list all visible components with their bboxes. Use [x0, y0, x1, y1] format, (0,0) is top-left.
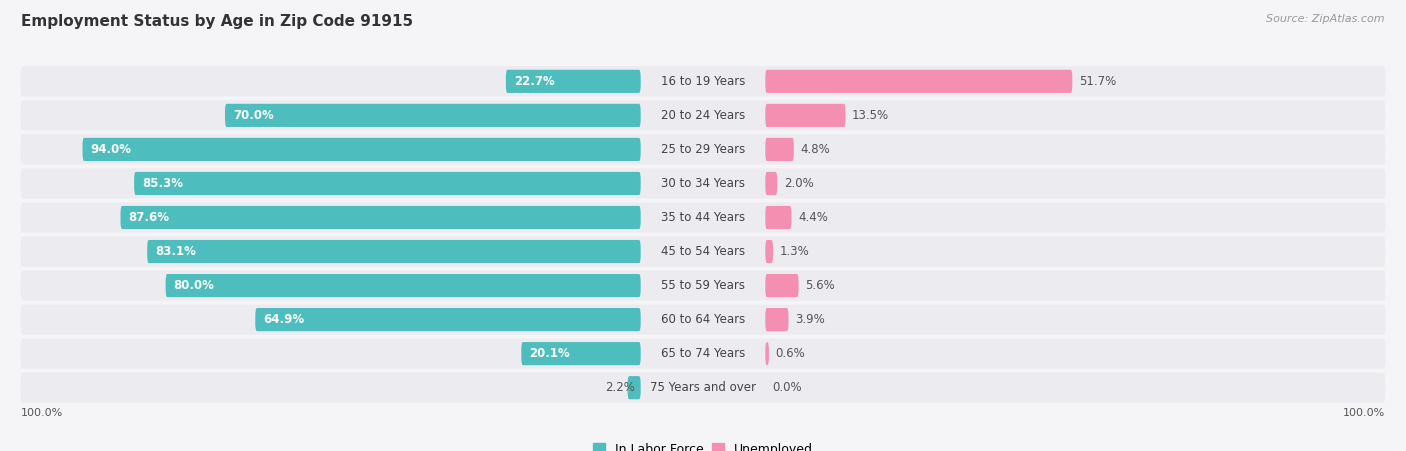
Text: 4.8%: 4.8% — [800, 143, 830, 156]
Text: 87.6%: 87.6% — [128, 211, 169, 224]
FancyBboxPatch shape — [765, 138, 794, 161]
FancyBboxPatch shape — [225, 104, 641, 127]
Text: 75 Years and over: 75 Years and over — [650, 381, 756, 394]
Text: 94.0%: 94.0% — [90, 143, 131, 156]
Text: 55 to 59 Years: 55 to 59 Years — [661, 279, 745, 292]
Text: 0.6%: 0.6% — [776, 347, 806, 360]
Text: 16 to 19 Years: 16 to 19 Years — [661, 75, 745, 88]
Text: 80.0%: 80.0% — [173, 279, 214, 292]
Text: 25 to 29 Years: 25 to 29 Years — [661, 143, 745, 156]
FancyBboxPatch shape — [21, 304, 1385, 335]
Text: 3.9%: 3.9% — [794, 313, 825, 326]
FancyBboxPatch shape — [21, 134, 1385, 165]
FancyBboxPatch shape — [765, 70, 1073, 93]
FancyBboxPatch shape — [256, 308, 641, 331]
FancyBboxPatch shape — [21, 101, 1385, 130]
FancyBboxPatch shape — [765, 342, 769, 365]
FancyBboxPatch shape — [21, 373, 1385, 403]
Text: 100.0%: 100.0% — [21, 408, 63, 418]
Text: 64.9%: 64.9% — [263, 313, 304, 326]
FancyBboxPatch shape — [134, 172, 641, 195]
FancyBboxPatch shape — [83, 138, 641, 161]
FancyBboxPatch shape — [765, 274, 799, 297]
FancyBboxPatch shape — [21, 237, 1385, 267]
Text: 65 to 74 Years: 65 to 74 Years — [661, 347, 745, 360]
FancyBboxPatch shape — [765, 104, 845, 127]
Text: 2.2%: 2.2% — [606, 381, 636, 394]
FancyBboxPatch shape — [166, 274, 641, 297]
Text: 70.0%: 70.0% — [233, 109, 274, 122]
FancyBboxPatch shape — [21, 271, 1385, 300]
Text: 20 to 24 Years: 20 to 24 Years — [661, 109, 745, 122]
Text: 1.3%: 1.3% — [779, 245, 810, 258]
Text: 2.0%: 2.0% — [783, 177, 814, 190]
FancyBboxPatch shape — [765, 172, 778, 195]
Text: 30 to 34 Years: 30 to 34 Years — [661, 177, 745, 190]
FancyBboxPatch shape — [21, 202, 1385, 232]
Text: 13.5%: 13.5% — [852, 109, 889, 122]
FancyBboxPatch shape — [21, 66, 1385, 97]
Text: 51.7%: 51.7% — [1078, 75, 1116, 88]
FancyBboxPatch shape — [21, 339, 1385, 368]
Text: 5.6%: 5.6% — [806, 279, 835, 292]
FancyBboxPatch shape — [121, 206, 641, 229]
Text: 85.3%: 85.3% — [142, 177, 183, 190]
Text: 60 to 64 Years: 60 to 64 Years — [661, 313, 745, 326]
FancyBboxPatch shape — [148, 240, 641, 263]
FancyBboxPatch shape — [21, 169, 1385, 198]
Text: Employment Status by Age in Zip Code 91915: Employment Status by Age in Zip Code 919… — [21, 14, 413, 28]
Text: 0.0%: 0.0% — [772, 381, 801, 394]
FancyBboxPatch shape — [765, 240, 773, 263]
FancyBboxPatch shape — [765, 206, 792, 229]
FancyBboxPatch shape — [506, 70, 641, 93]
Legend: In Labor Force, Unemployed: In Labor Force, Unemployed — [593, 442, 813, 451]
FancyBboxPatch shape — [522, 342, 641, 365]
Text: 20.1%: 20.1% — [529, 347, 569, 360]
FancyBboxPatch shape — [765, 308, 789, 331]
Text: 4.4%: 4.4% — [799, 211, 828, 224]
Text: 100.0%: 100.0% — [1343, 408, 1385, 418]
Text: Source: ZipAtlas.com: Source: ZipAtlas.com — [1267, 14, 1385, 23]
Text: 83.1%: 83.1% — [155, 245, 195, 258]
Text: 35 to 44 Years: 35 to 44 Years — [661, 211, 745, 224]
Text: 45 to 54 Years: 45 to 54 Years — [661, 245, 745, 258]
FancyBboxPatch shape — [627, 376, 641, 399]
Text: 22.7%: 22.7% — [513, 75, 554, 88]
